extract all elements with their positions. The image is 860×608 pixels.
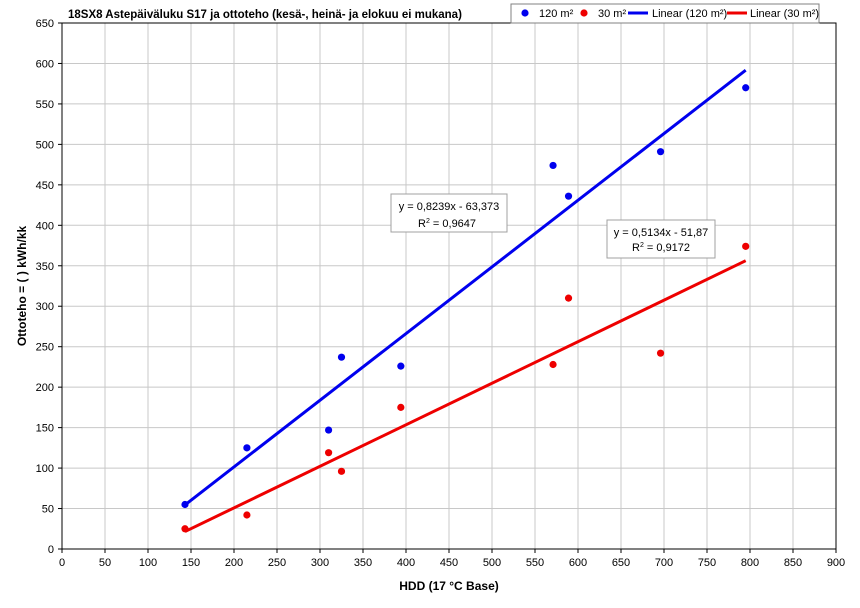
x-axis-label: HDD (17 °C Base) (399, 579, 499, 593)
y-tick-label: 250 (36, 342, 54, 354)
data-points (181, 84, 750, 533)
r-squared-120-exponent: 2 (426, 218, 430, 225)
data-point-series-0 (742, 84, 750, 92)
data-point-series-0 (397, 362, 405, 370)
data-point-series-0 (337, 353, 346, 361)
data-point-series-0 (243, 444, 251, 452)
x-tick-label: 700 (655, 557, 673, 569)
data-point-series-0 (325, 426, 333, 434)
y-tick-label: 650 (36, 18, 54, 30)
r-squared-30: R2 = 0,9172 (632, 242, 690, 254)
data-point-series-0 (656, 148, 665, 156)
y-tick-label: 350 (36, 261, 54, 273)
legend-label-120: 120 m² (539, 8, 574, 20)
legend-label-linear-30: Linear (30 m²) (750, 8, 819, 20)
r-squared-30-symbol: R (632, 242, 640, 254)
grid (61, 22, 837, 550)
x-tick-label: 800 (741, 557, 759, 569)
y-tick-label: 500 (36, 139, 54, 151)
equation-30: y = 0,5134x - 51,87 (614, 227, 708, 239)
x-tick-label: 900 (827, 557, 845, 569)
trendline-1 (184, 259, 747, 533)
x-tick-label: 350 (354, 557, 372, 569)
data-point-series-0 (549, 161, 557, 170)
data-point-series-1 (656, 349, 665, 357)
x-axis-ticks: 0 50 100 150 200 250 300 350 400 450 500 550 600 650 7… (59, 549, 845, 569)
equation-box-120-frame (390, 193, 508, 233)
x-tick-label: 200 (225, 557, 243, 569)
y-tick-label: 600 (36, 58, 54, 70)
y-tick-label: 450 (36, 180, 54, 192)
x-tick-label: 850 (784, 557, 802, 569)
data-point-series-1 (337, 467, 346, 475)
y-tick-label: 400 (36, 220, 54, 232)
data-point-series-1 (549, 360, 557, 369)
x-tick-label: 300 (311, 557, 329, 569)
equation-box-30-frame (606, 219, 716, 259)
y-tick-label: 550 (36, 99, 54, 111)
legend-marker-30 (580, 9, 588, 17)
y-tick-label: 200 (36, 382, 54, 394)
equation-120: y = 0,8239x - 63,373 (399, 201, 500, 213)
x-tick-label: 750 (698, 557, 716, 569)
data-point-series-1 (397, 403, 405, 411)
chart-title: 18SX8 Astepäiväluku S17 ja ottoteho (kes… (68, 9, 462, 21)
equation-box-120: y = 0,8239x - 63,373 R2 = 0,9647 (390, 193, 508, 233)
r-squared-30-value: = 0,9172 (644, 242, 690, 254)
y-axis-label: Ottoteho = ( ) kWh/kk (15, 226, 29, 347)
y-axis-ticks: 0 50 100 150 200 250 300 350 400 450 500 550 600 650 (36, 18, 62, 556)
legend-label-linear-120: Linear (120 m²) (652, 8, 727, 20)
x-tick-label: 550 (526, 557, 544, 569)
x-tick-label: 50 (99, 557, 111, 569)
x-tick-label: 150 (182, 557, 200, 569)
data-point-series-0 (564, 192, 573, 200)
equation-box-30: y = 0,5134x - 51,87 R2 = 0,9172 (606, 219, 716, 259)
x-tick-label: 250 (268, 557, 286, 569)
x-tick-label: 400 (397, 557, 415, 569)
y-tick-label: 50 (42, 504, 54, 516)
legend: 120 m² 30 m² Linear (120 m²) Linear (30 … (510, 3, 820, 24)
x-tick-label: 100 (139, 557, 157, 569)
r-squared-120-symbol: R (418, 218, 426, 230)
trendlines (184, 69, 747, 533)
x-tick-label: 500 (483, 557, 501, 569)
legend-marker-120 (521, 9, 529, 17)
y-tick-label: 100 (36, 463, 54, 475)
x-tick-label: 450 (440, 557, 458, 569)
r-squared-120: R2 = 0,9647 (418, 218, 476, 230)
trendline-0 (184, 69, 747, 507)
y-tick-label: 0 (48, 544, 54, 556)
data-point-series-1 (181, 525, 189, 533)
x-tick-label: 600 (569, 557, 587, 569)
x-tick-label: 0 (59, 557, 65, 569)
y-tick-label: 300 (36, 301, 54, 313)
data-point-series-1 (243, 511, 251, 519)
x-tick-label: 650 (612, 557, 630, 569)
r-squared-30-exponent: 2 (640, 242, 644, 249)
data-point-series-1 (325, 449, 333, 457)
legend-label-30: 30 m² (598, 8, 626, 20)
r-squared-120-value: = 0,9647 (430, 218, 476, 230)
y-tick-label: 150 (36, 423, 54, 435)
legend-box (510, 3, 820, 24)
data-point-series-1 (742, 242, 750, 250)
data-point-series-0 (181, 500, 189, 509)
data-point-series-1 (564, 294, 573, 302)
